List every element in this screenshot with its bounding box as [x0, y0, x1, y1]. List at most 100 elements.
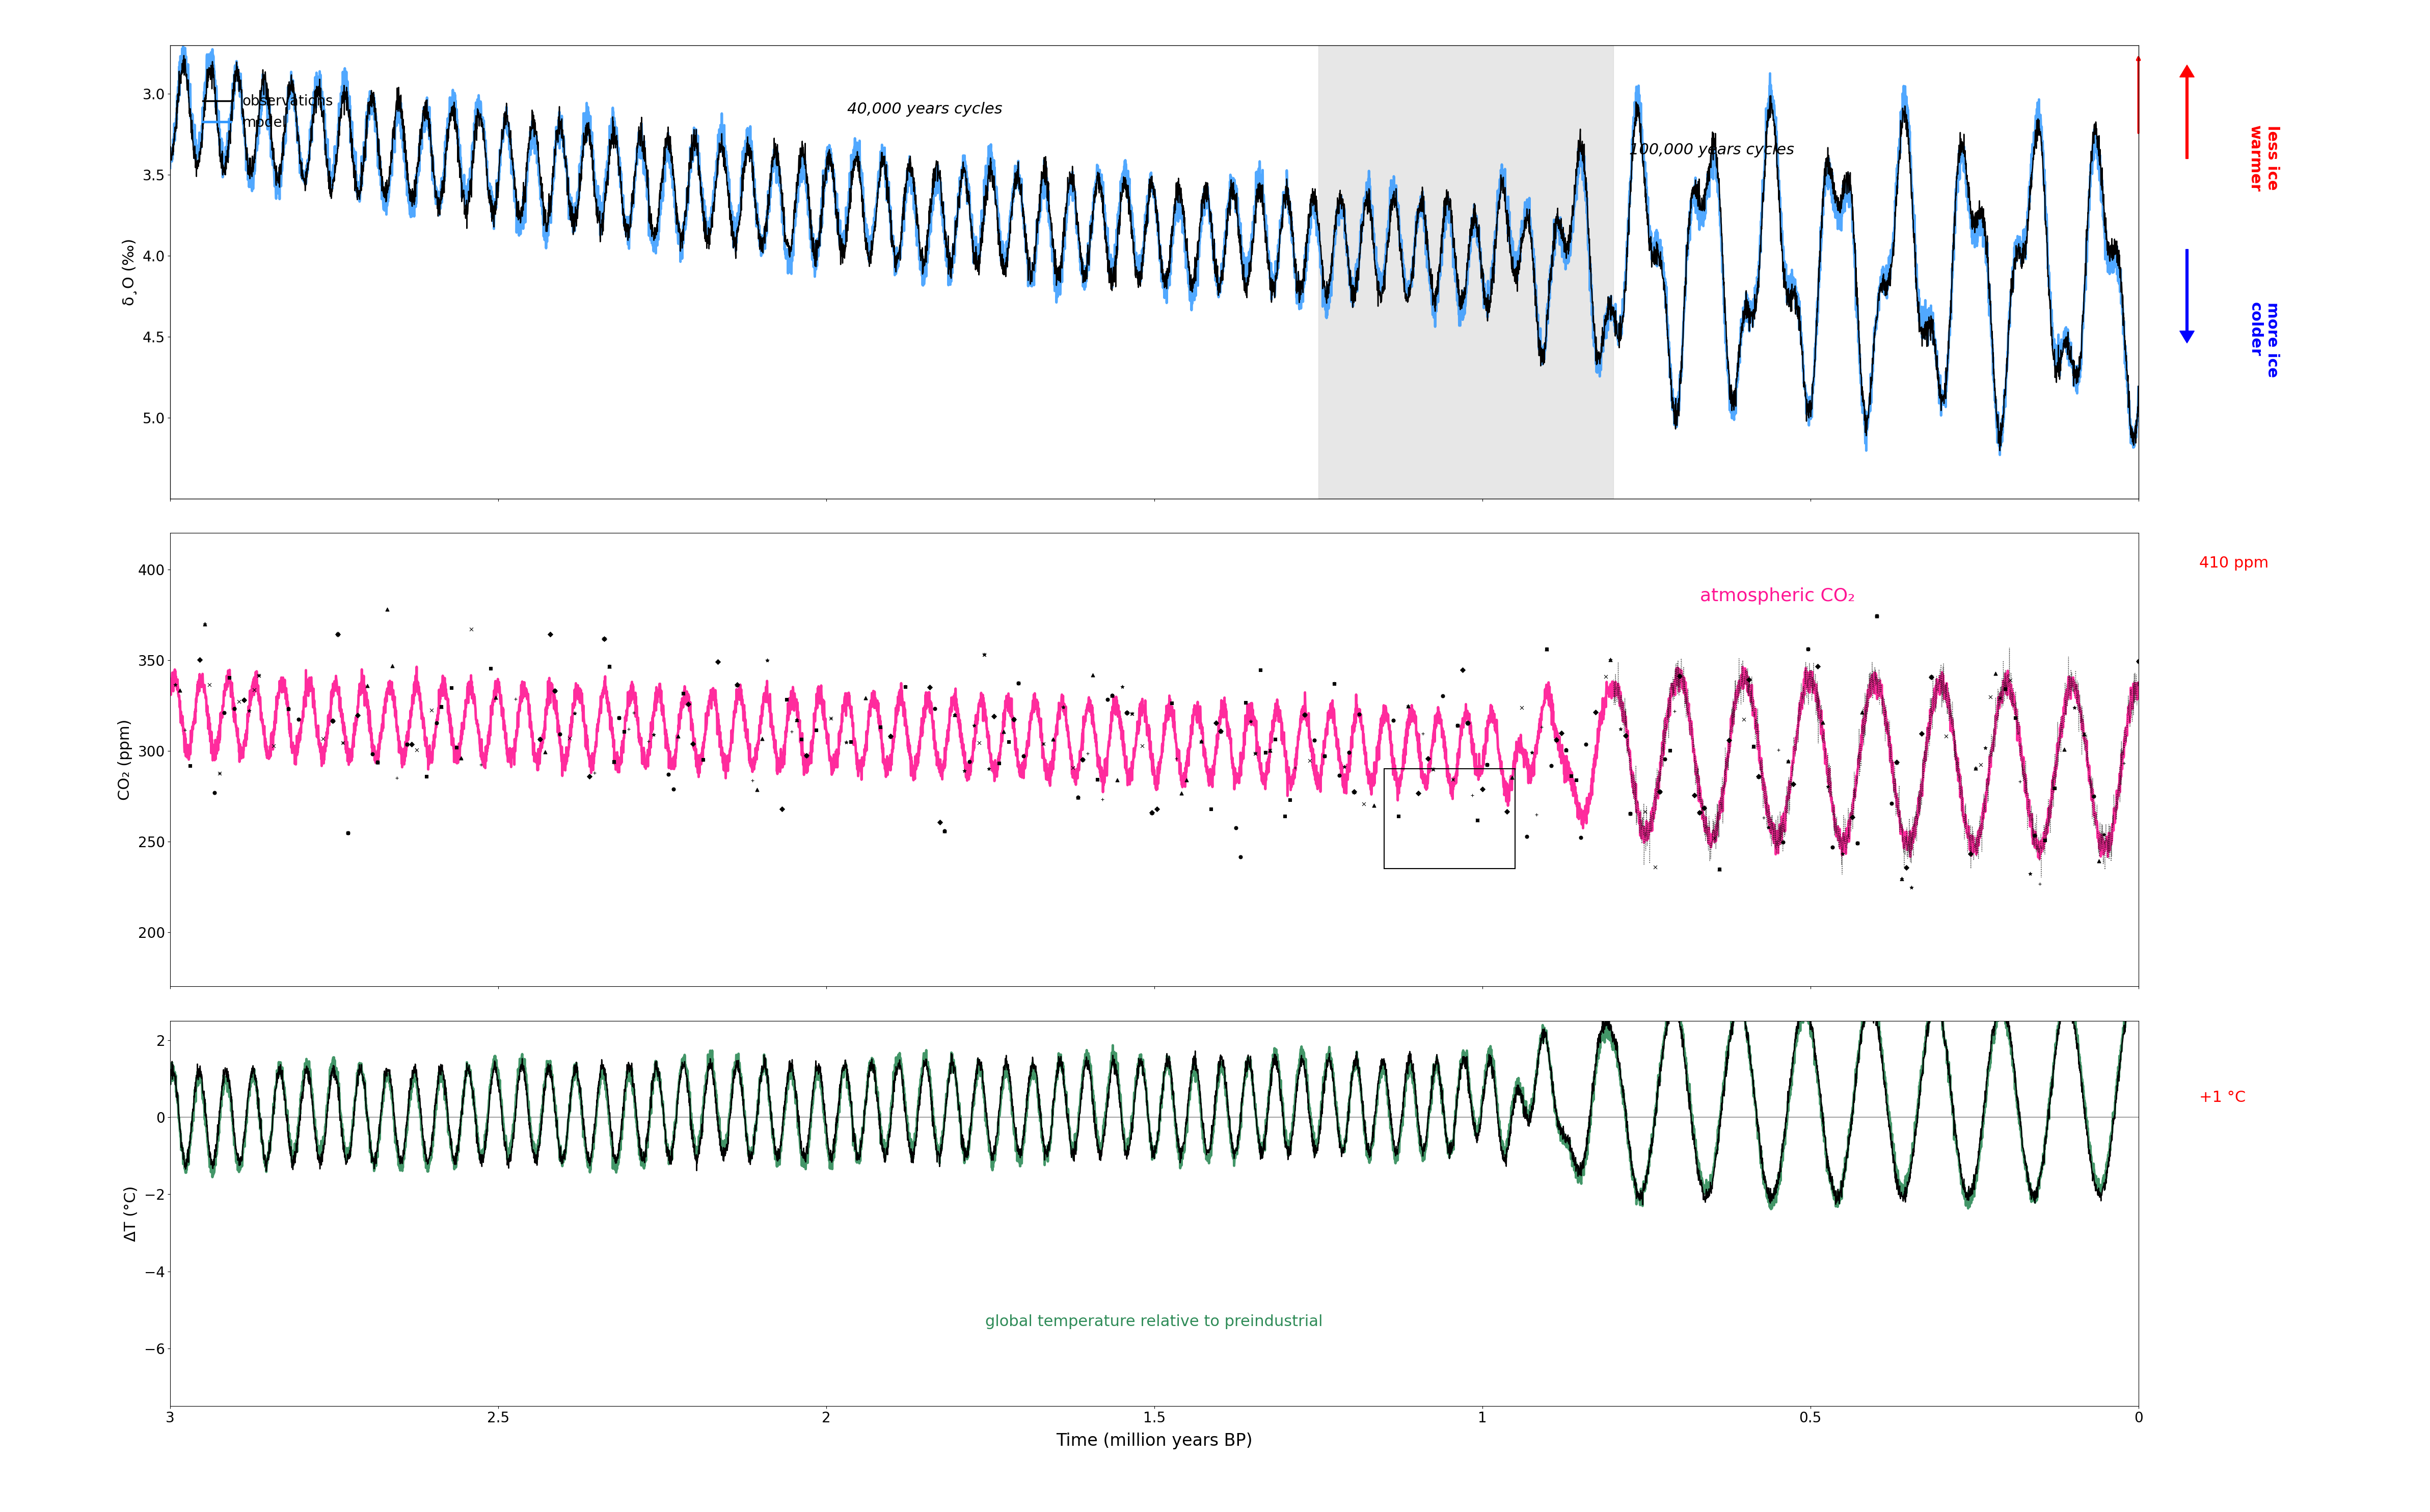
- Point: [1956, 756, 1995, 780]
- Point: [1878, 750, 1917, 774]
- Point: [826, 730, 865, 754]
- Point: [1976, 662, 2014, 686]
- Point: [204, 700, 243, 724]
- Point: [1893, 875, 1932, 900]
- Point: [442, 745, 481, 770]
- Point: [1162, 782, 1200, 806]
- Point: [1803, 711, 1842, 735]
- Point: [1448, 711, 1487, 735]
- Point: [1966, 736, 2005, 761]
- Point: [1319, 764, 1358, 788]
- Point: [2014, 823, 2053, 847]
- Point: [1266, 804, 1305, 829]
- Point: [1740, 765, 1779, 789]
- Point: [984, 720, 1023, 744]
- Point: [782, 727, 821, 751]
- Point: [1200, 720, 1239, 744]
- Point: [1536, 727, 1575, 751]
- Point: [778, 708, 816, 732]
- Point: [768, 688, 807, 712]
- Point: [1242, 658, 1281, 682]
- Point: [1548, 738, 1587, 762]
- Point: [763, 797, 802, 821]
- Point: [2056, 696, 2095, 720]
- Point: [1108, 700, 1147, 724]
- Point: [1247, 741, 1285, 765]
- Point: [313, 709, 352, 733]
- Point: [1592, 647, 1631, 671]
- Point: [1378, 804, 1417, 829]
- Point: [1191, 797, 1230, 821]
- Point: [1004, 744, 1042, 768]
- Point: [1587, 664, 1626, 688]
- Point: [328, 821, 367, 845]
- Point: [1745, 806, 1784, 830]
- Point: [1227, 691, 1266, 715]
- Point: [945, 759, 984, 783]
- Point: [1339, 702, 1378, 726]
- Point: [185, 612, 224, 637]
- Point: [1237, 741, 1276, 765]
- Point: [668, 692, 707, 717]
- Point: [634, 723, 673, 747]
- Point: [668, 692, 707, 717]
- Point: [1611, 801, 1650, 826]
- Legend: observations, model: observations, model: [197, 89, 338, 136]
- Point: [194, 780, 233, 804]
- Point: [1098, 768, 1137, 792]
- Point: [1295, 727, 1334, 751]
- Point: [1694, 826, 1733, 850]
- Point: [1611, 801, 1650, 826]
- Point: [1113, 702, 1152, 726]
- Text: atmospheric CO₂: atmospheric CO₂: [1701, 588, 1854, 605]
- Point: [1200, 720, 1239, 744]
- Point: [965, 643, 1004, 667]
- Point: [979, 751, 1018, 776]
- Point: [1558, 768, 1597, 792]
- Bar: [1319, 45, 1614, 499]
- Point: [950, 750, 989, 774]
- Point: [2024, 829, 2063, 853]
- Point: [1759, 738, 1798, 762]
- Point: [1373, 708, 1412, 732]
- Point: [418, 711, 457, 735]
- Point: [1822, 842, 1861, 866]
- Point: [970, 756, 1008, 780]
- Point: [1711, 727, 1750, 751]
- Point: [615, 700, 654, 724]
- Point: [1409, 747, 1448, 771]
- Text: +1 °C: +1 °C: [2199, 1090, 2245, 1105]
- Point: [1531, 754, 1570, 779]
- Point: [1769, 748, 1808, 773]
- Point: [812, 706, 850, 730]
- Point: [525, 739, 564, 764]
- Point: [1315, 671, 1354, 696]
- Point: [1626, 800, 1665, 824]
- Point: [1329, 741, 1368, 765]
- Point: [586, 627, 625, 652]
- Point: [748, 649, 787, 673]
- Point: [1640, 780, 1679, 804]
- Point: [2075, 785, 2114, 809]
- Point: [1458, 807, 1497, 832]
- Point: [1089, 688, 1128, 712]
- Point: [1137, 797, 1176, 821]
- Point: [1526, 637, 1565, 661]
- Point: [338, 703, 377, 727]
- Point: [352, 742, 391, 767]
- Bar: [1385, 768, 1516, 868]
- Point: [1956, 756, 1995, 780]
- Point: [1181, 729, 1220, 753]
- Point: [437, 735, 476, 759]
- Point: [1679, 801, 1718, 826]
- Point: [994, 708, 1033, 732]
- Point: [1215, 815, 1254, 839]
- Point: [1611, 801, 1650, 826]
- Point: [1832, 804, 1871, 829]
- Point: [1769, 748, 1808, 773]
- Point: [1079, 768, 1118, 792]
- Point: [885, 674, 923, 699]
- Point: [1808, 774, 1847, 798]
- Point: [1567, 732, 1606, 756]
- Text: 100,000 years cycles: 100,000 years cycles: [1631, 142, 1793, 157]
